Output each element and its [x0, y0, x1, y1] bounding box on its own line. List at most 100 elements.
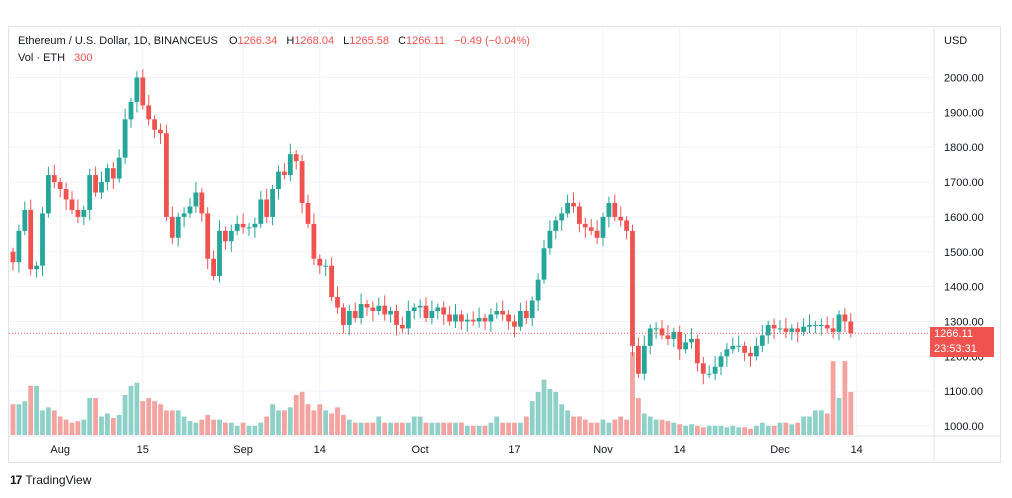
x-tick-label: Sep [233, 444, 253, 456]
volume-bar [134, 382, 140, 435]
volume-bar [63, 419, 69, 435]
volume-bar [559, 404, 565, 435]
x-tick-label: 17 [508, 444, 520, 456]
volume-bar [164, 410, 169, 435]
candle-body [69, 199, 75, 210]
candle-body [700, 363, 706, 374]
volume-bar [754, 425, 759, 435]
volume-bar [476, 425, 482, 435]
candle-body [441, 307, 447, 315]
volume-bar [382, 422, 388, 435]
volume-bar [447, 422, 452, 435]
candle-body [382, 305, 388, 315]
volume-bar [824, 413, 830, 435]
candle-body [618, 216, 624, 221]
candle-body [718, 356, 724, 367]
candle-body [848, 321, 854, 334]
candle-body [494, 310, 500, 315]
candle-body [447, 314, 452, 322]
candle-body [10, 251, 16, 263]
volume-bar [712, 425, 718, 435]
candle-body [529, 300, 535, 318]
volume-bar [630, 351, 635, 435]
candle-body [341, 307, 346, 325]
candle-body [771, 324, 777, 329]
candle-body [506, 314, 511, 322]
candle-body [683, 342, 688, 350]
y-tick-label: 2000.00 [944, 73, 984, 85]
volume-bar [606, 422, 612, 435]
candle-body [754, 345, 759, 357]
volume-bar [494, 416, 500, 435]
volume-bar [842, 361, 848, 435]
volume-bar [152, 401, 157, 435]
candle-body [665, 335, 671, 339]
volume-bar [423, 422, 429, 435]
candle-body [464, 319, 470, 322]
volume-bar [801, 416, 806, 435]
volume-bar [588, 422, 594, 435]
symbol-legend: Ethereum / U.S. Dollar, 1D, BINANCEUS O1… [18, 35, 530, 47]
volume-bar [718, 425, 724, 435]
candle-body [358, 304, 364, 318]
volume-bar [453, 422, 458, 435]
candle-body [671, 331, 677, 339]
volume-bar [435, 422, 441, 435]
volume-bar [506, 422, 511, 435]
volume-bar [677, 424, 683, 435]
candle-body [93, 175, 98, 193]
volume-bar [724, 427, 730, 435]
y-tick-label: 1800.00 [944, 142, 984, 154]
volume-label: Vol · ETH [18, 52, 66, 64]
candle-body [470, 319, 476, 322]
candle-body [376, 305, 382, 311]
volume-bar [311, 410, 317, 435]
volume-bar [512, 422, 517, 435]
volume-bar [105, 413, 110, 435]
volume-bar [659, 419, 665, 435]
volume-bar [848, 391, 854, 435]
candle-body [553, 220, 559, 231]
countdown-tag: 23:53:31 [930, 342, 994, 357]
candle-body [99, 182, 104, 193]
candle-body [335, 297, 340, 308]
candle-body [223, 230, 228, 242]
volume-bar [394, 422, 399, 435]
candle-body [523, 310, 529, 318]
volume-bar [193, 422, 199, 435]
candle-body [630, 230, 635, 346]
candle-body [181, 213, 187, 217]
volume-bar [335, 407, 340, 435]
volume-bar [352, 422, 358, 435]
volume-bar [317, 404, 323, 435]
candle-body [594, 230, 600, 238]
volume-bar [795, 422, 801, 435]
volume-bar [240, 422, 246, 435]
candle-body [759, 335, 765, 346]
candle-body [742, 345, 747, 353]
candle-body [453, 314, 458, 322]
candle-body [600, 216, 606, 238]
candle-body [695, 338, 700, 364]
volume-bar [234, 425, 240, 435]
candle-body [169, 216, 175, 238]
candle-body [641, 345, 647, 374]
candle-body [75, 209, 81, 217]
candle-body [488, 314, 494, 322]
volume-bar [358, 422, 364, 435]
candle-body [270, 189, 275, 217]
volume-bar [736, 427, 742, 435]
candle-body [51, 175, 57, 183]
candle-body [205, 213, 211, 259]
candle-body [287, 154, 293, 176]
candle-body [110, 168, 116, 179]
candle-body [158, 129, 163, 134]
volume-bar [217, 419, 222, 435]
symbol-title: Ethereum / U.S. Dollar, 1D, BINANCEUS [18, 35, 218, 47]
candle-body [264, 199, 270, 217]
candle-body [305, 202, 311, 224]
tradingview-brand[interactable]: 17 TradingView [10, 473, 91, 487]
volume-bar [618, 416, 624, 435]
candle-body [282, 171, 287, 176]
